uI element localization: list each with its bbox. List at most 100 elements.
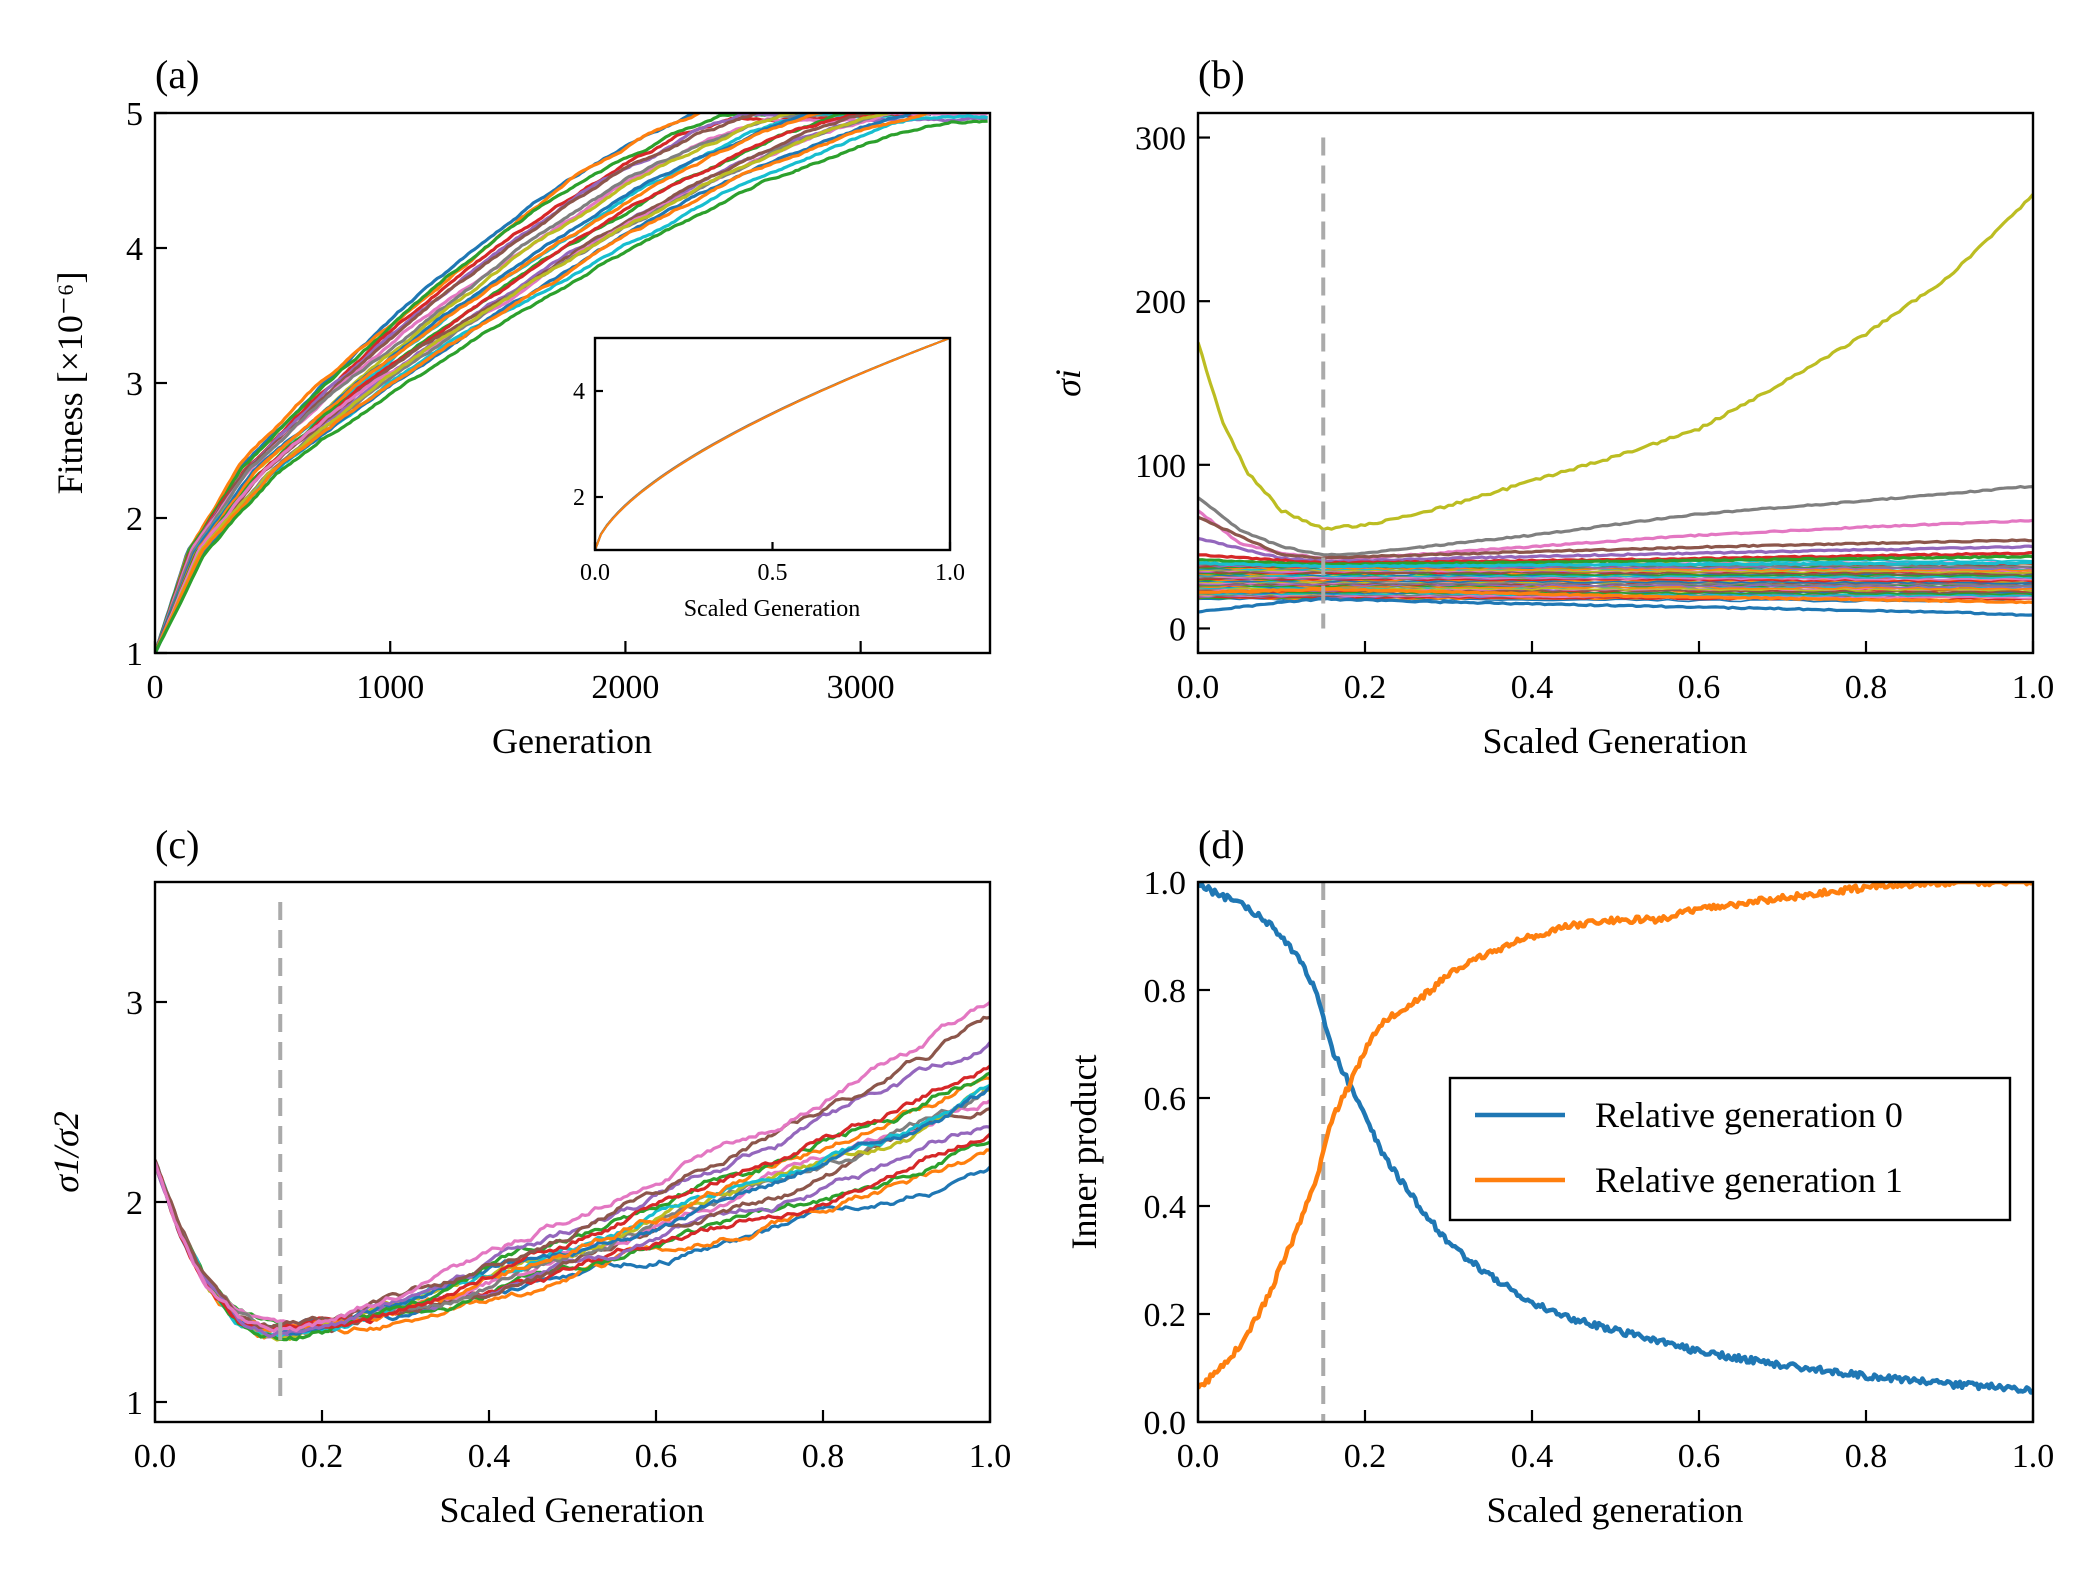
y-tick-label: 100 — [1135, 448, 1186, 485]
legend-box — [1448, 1076, 2012, 1222]
sigma-line — [1198, 554, 2033, 566]
panel-a-xlabel: Generation — [492, 721, 652, 761]
x-tick-label: 0.6 — [1678, 1438, 1721, 1475]
sigma-line — [1198, 596, 2033, 617]
y-tick-label: 3 — [126, 985, 143, 1022]
ratio-run-line — [155, 1085, 990, 1336]
panel-b-ylabel: σi — [1048, 369, 1088, 397]
panel-b: (b) 0.0 0.2 0.4 0.6 0.8 1.0 0 100 200 300 Scaled … — [1048, 52, 2054, 761]
panel-a-ylabel: Fitness [×10⁻⁶] — [50, 272, 90, 495]
y-tick-label: 0.8 — [1144, 973, 1187, 1010]
x-tick-label: 0.0 — [134, 1438, 177, 1475]
panel-d-lines — [1198, 882, 2033, 1422]
sigma-line — [1198, 560, 2033, 569]
y-tick-label: 0.4 — [1144, 1189, 1187, 1226]
x-tick-label: 0.0 — [580, 560, 610, 586]
sigma-line — [1198, 515, 2033, 560]
legend-label-gen1: Relative generation 1 — [1595, 1160, 1903, 1200]
y-tick-label: 2 — [573, 485, 585, 511]
x-tick-label: 1.0 — [2012, 1438, 2055, 1475]
panel-a-inset: 0.0 0.5 1.0 2 4 Scaled Generation — [573, 336, 965, 622]
x-tick-label: 1.0 — [935, 560, 965, 586]
gen1-line — [1198, 882, 2033, 1390]
fitness-run-line — [155, 119, 988, 653]
y-tick-label: 0.6 — [1144, 1081, 1187, 1118]
x-tick-label: 0.8 — [1845, 669, 1888, 706]
y-tick-label: 3 — [126, 366, 143, 403]
panel-d-label: (d) — [1198, 822, 1245, 867]
panel-b-lines — [1198, 137, 2033, 629]
y-tick-label: 1.0 — [1144, 865, 1187, 902]
panel-a: (a) 0 1000 2000 3000 1 2 3 4 5 Generation Fitnes… — [50, 52, 992, 761]
y-tick-label: 2 — [126, 501, 143, 538]
panel-c-label: (c) — [155, 822, 199, 867]
y-tick-label: 1 — [126, 636, 143, 673]
x-tick-label: 0.8 — [802, 1438, 845, 1475]
x-tick-label: 0.2 — [1344, 1438, 1387, 1475]
y-tick-label: 4 — [573, 379, 585, 405]
x-tick-label: 2000 — [591, 669, 659, 706]
ratio-run-line — [155, 1064, 990, 1330]
panel-d-ylabel: Inner product — [1064, 1055, 1104, 1250]
x-tick-label: 1000 — [356, 669, 424, 706]
panel-c-xlabel: Scaled Generation — [440, 1490, 705, 1530]
inset-run-line — [594, 337, 951, 551]
y-tick-label: 5 — [126, 96, 143, 133]
panel-b-xlabel: Scaled Generation — [1483, 721, 1748, 761]
y-tick-label: 2 — [126, 1185, 143, 1222]
fitness-run-line — [155, 113, 946, 653]
y-tick-label: 200 — [1135, 284, 1186, 321]
fitness-run-line — [155, 113, 822, 653]
y-tick-label: 0.0 — [1144, 1405, 1187, 1442]
panel-d-frame — [1196, 880, 2035, 1424]
x-tick-label: 1.0 — [969, 1438, 1012, 1475]
panel-a-label: (a) — [155, 52, 199, 97]
x-tick-label: 0.2 — [301, 1438, 344, 1475]
sigma-band-line — [1198, 573, 2033, 580]
panel-d-ticks: 0.0 0.2 0.4 0.6 0.8 1.0 0.0 0.2 0.4 0.6 0.8 1.0 — [1144, 865, 2055, 1475]
panel-c: (c) 0.0 0.2 0.4 0.6 0.8 1.0 1 2 3 Scaled Generat… — [46, 822, 1011, 1530]
panel-b-label: (b) — [1198, 52, 1245, 97]
panel-c-frame — [153, 880, 992, 1424]
x-tick-label: 1.0 — [2012, 669, 2055, 706]
inset-xlabel: Scaled Generation — [684, 596, 861, 622]
ratio-run-line — [155, 1000, 990, 1333]
x-tick-label: 0.4 — [468, 1438, 511, 1475]
fitness-run-line — [155, 113, 793, 653]
fitness-run-line — [155, 113, 934, 653]
sigma-line — [1198, 485, 2033, 557]
y-tick-label: 300 — [1135, 121, 1186, 158]
panel-d-xlabel: Scaled generation — [1487, 1490, 1744, 1530]
x-tick-label: 0.6 — [1678, 669, 1721, 706]
panel-d-legend: Relative generation 0 Relative generatio… — [1448, 1076, 2012, 1222]
x-tick-label: 0.6 — [635, 1438, 678, 1475]
x-tick-label: 0.0 — [1177, 669, 1220, 706]
sigma-line — [1198, 587, 2033, 605]
panel-c-lines — [155, 902, 990, 1402]
panel-a-ticks: 0 1000 2000 3000 1 2 3 4 5 — [126, 96, 895, 706]
panel-d: (d) 0.0 0.2 0.4 0.6 0.8 1.0 0.0 0.2 0.4 0.6 0.8 1.0… — [1064, 822, 2054, 1530]
panel-a-lines — [155, 113, 988, 653]
x-tick-label: 0.2 — [1344, 669, 1387, 706]
x-tick-label: 0.8 — [1845, 1438, 1888, 1475]
sigma-line — [1198, 193, 2033, 532]
x-tick-label: 0.5 — [758, 560, 788, 586]
sigma-band-line — [1198, 566, 2033, 572]
inset-background — [595, 338, 950, 550]
legend-label-gen0: Relative generation 0 — [1595, 1095, 1903, 1135]
panel-c-ticks: 0.0 0.2 0.4 0.6 0.8 1.0 1 2 3 — [126, 985, 1011, 1475]
y-tick-label: 0.2 — [1144, 1297, 1187, 1334]
panel-b-ticks: 0.0 0.2 0.4 0.6 0.8 1.0 0 100 200 300 — [1135, 121, 2054, 706]
x-tick-label: 0.0 — [1177, 1438, 1220, 1475]
y-tick-label: 4 — [126, 231, 143, 268]
inset-ticks: 0.0 0.5 1.0 2 4 — [573, 379, 965, 586]
panel-c-ylabel: σ1/σ2 — [46, 1111, 86, 1193]
sigma-band-line — [1198, 579, 2033, 585]
x-tick-label: 0 — [147, 669, 164, 706]
ratio-run-line — [155, 1015, 990, 1330]
y-tick-label: 0 — [1169, 611, 1186, 648]
x-tick-label: 3000 — [827, 669, 895, 706]
x-tick-label: 0.4 — [1511, 669, 1554, 706]
y-tick-label: 1 — [126, 1385, 143, 1422]
